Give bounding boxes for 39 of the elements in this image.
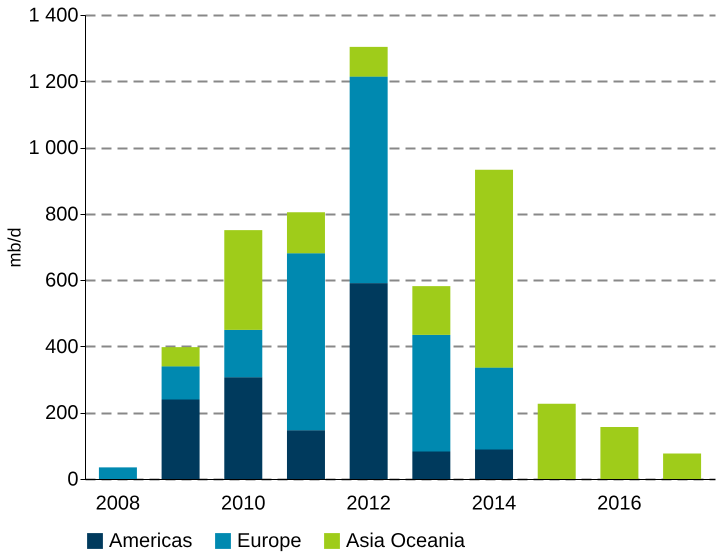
y-tick-label: 200	[45, 402, 78, 424]
y-axis-title: mb/d	[4, 227, 24, 268]
bar	[350, 46, 388, 77]
y-tick-label: 1 200	[28, 70, 78, 93]
y-tick-label: 0	[67, 468, 78, 490]
bar	[286, 430, 325, 479]
bar	[286, 212, 325, 254]
y-tick-label: 400	[45, 336, 78, 358]
bar	[162, 399, 200, 479]
legend-label: Europe	[237, 530, 302, 552]
bar	[412, 286, 450, 335]
bar	[412, 334, 450, 452]
bar	[162, 347, 200, 366]
bar	[98, 467, 137, 479]
bar	[538, 404, 576, 479]
bar	[475, 170, 514, 368]
bar	[350, 76, 388, 284]
y-tick-label: 1 400	[28, 4, 78, 26]
bar	[162, 366, 200, 400]
bar	[286, 253, 325, 430]
x-tick-label: 2010	[221, 492, 266, 514]
bar	[224, 230, 262, 330]
bar	[475, 450, 514, 479]
bar	[412, 451, 450, 479]
bar	[224, 330, 262, 378]
bar	[350, 283, 388, 479]
y-tick-label: 1 000	[28, 137, 78, 160]
legend-label: Asia Oceania	[346, 530, 466, 552]
bar	[600, 426, 638, 479]
legend-label: Americas	[109, 530, 192, 552]
x-tick-label: 2014	[472, 492, 516, 514]
y-tick-label: 800	[45, 203, 78, 226]
y-tick-label: 600	[45, 270, 78, 292]
x-tick-label: 2008	[96, 492, 140, 514]
bar	[663, 453, 702, 479]
x-tick-label: 2016	[597, 492, 642, 514]
bar	[224, 377, 262, 479]
bar	[475, 368, 514, 450]
x-tick-label: 2012	[346, 492, 391, 514]
